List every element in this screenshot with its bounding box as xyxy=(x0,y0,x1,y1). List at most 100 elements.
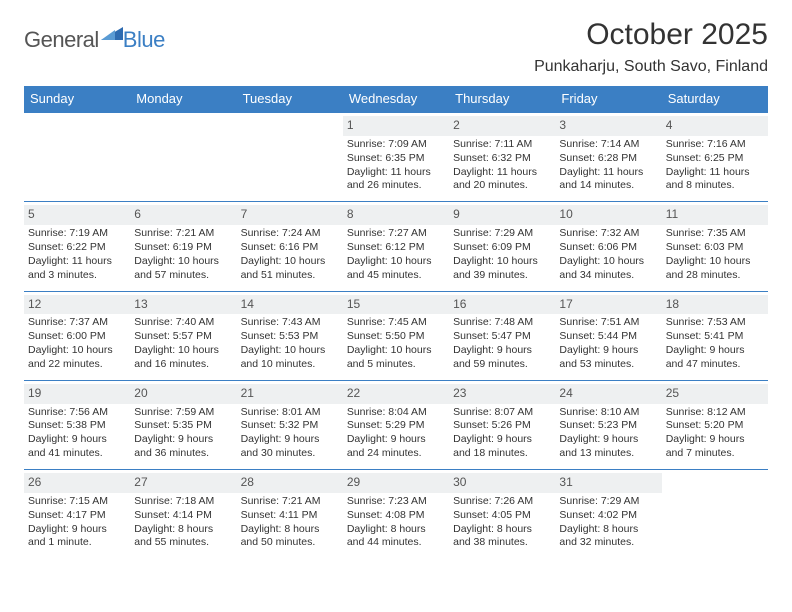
day-sun-info: Sunrise: 8:10 AMSunset: 5:23 PMDaylight:… xyxy=(559,406,657,461)
day-number: 1 xyxy=(343,116,449,136)
sunrise-line: Sunrise: 7:40 AM xyxy=(134,316,232,330)
calendar-day-cell: 28Sunrise: 7:21 AMSunset: 4:11 PMDayligh… xyxy=(237,470,343,559)
day-sun-info: Sunrise: 7:29 AMSunset: 4:02 PMDaylight:… xyxy=(559,495,657,550)
sunrise-line: Sunrise: 7:23 AM xyxy=(347,495,445,509)
day-sun-info: Sunrise: 7:14 AMSunset: 6:28 PMDaylight:… xyxy=(559,138,657,193)
sunrise-line: Sunrise: 7:27 AM xyxy=(347,227,445,241)
day-number: 20 xyxy=(130,384,236,404)
sunset-line: Sunset: 5:35 PM xyxy=(134,419,232,433)
sunrise-line: Sunrise: 7:37 AM xyxy=(28,316,126,330)
sunset-line: Sunset: 4:02 PM xyxy=(559,509,657,523)
sunrise-line: Sunrise: 7:32 AM xyxy=(559,227,657,241)
calendar-day-cell: 15Sunrise: 7:45 AMSunset: 5:50 PMDayligh… xyxy=(343,291,449,380)
day-number: 24 xyxy=(555,384,661,404)
calendar-day-cell: 21Sunrise: 8:01 AMSunset: 5:32 PMDayligh… xyxy=(237,380,343,469)
calendar-day-cell: 23Sunrise: 8:07 AMSunset: 5:26 PMDayligh… xyxy=(449,380,555,469)
day-sun-info: Sunrise: 7:27 AMSunset: 6:12 PMDaylight:… xyxy=(347,227,445,282)
calendar-day-cell: 4Sunrise: 7:16 AMSunset: 6:25 PMDaylight… xyxy=(662,112,768,202)
daylight-line: Daylight: 9 hours and 53 minutes. xyxy=(559,344,657,372)
calendar-day-cell: 7Sunrise: 7:24 AMSunset: 6:16 PMDaylight… xyxy=(237,202,343,291)
sunset-line: Sunset: 6:19 PM xyxy=(134,241,232,255)
day-number: 14 xyxy=(237,295,343,315)
calendar-day-cell: 24Sunrise: 8:10 AMSunset: 5:23 PMDayligh… xyxy=(555,380,661,469)
day-sun-info: Sunrise: 7:09 AMSunset: 6:35 PMDaylight:… xyxy=(347,138,445,193)
calendar-day-cell: 22Sunrise: 8:04 AMSunset: 5:29 PMDayligh… xyxy=(343,380,449,469)
logo-triangle-icon xyxy=(101,24,123,45)
sunset-line: Sunset: 4:14 PM xyxy=(134,509,232,523)
calendar-day-cell: 29Sunrise: 7:23 AMSunset: 4:08 PMDayligh… xyxy=(343,470,449,559)
sunset-line: Sunset: 5:32 PM xyxy=(241,419,339,433)
calendar-week-row: 12Sunrise: 7:37 AMSunset: 6:00 PMDayligh… xyxy=(24,291,768,380)
sunrise-line: Sunrise: 7:53 AM xyxy=(666,316,764,330)
daylight-line: Daylight: 11 hours and 26 minutes. xyxy=(347,166,445,194)
calendar-day-cell: 8Sunrise: 7:27 AMSunset: 6:12 PMDaylight… xyxy=(343,202,449,291)
day-sun-info: Sunrise: 7:18 AMSunset: 4:14 PMDaylight:… xyxy=(134,495,232,550)
sunrise-line: Sunrise: 7:11 AM xyxy=(453,138,551,152)
daylight-line: Daylight: 9 hours and 30 minutes. xyxy=(241,433,339,461)
sunset-line: Sunset: 4:17 PM xyxy=(28,509,126,523)
sunset-line: Sunset: 6:03 PM xyxy=(666,241,764,255)
day-number: 22 xyxy=(343,384,449,404)
weekday-header: Sunday xyxy=(24,86,130,112)
weekday-header: Saturday xyxy=(662,86,768,112)
daylight-line: Daylight: 8 hours and 50 minutes. xyxy=(241,523,339,551)
weekday-header: Wednesday xyxy=(343,86,449,112)
sunset-line: Sunset: 6:32 PM xyxy=(453,152,551,166)
sunrise-line: Sunrise: 7:26 AM xyxy=(453,495,551,509)
day-number: 26 xyxy=(24,473,130,493)
sunrise-line: Sunrise: 7:56 AM xyxy=(28,406,126,420)
day-sun-info: Sunrise: 8:01 AMSunset: 5:32 PMDaylight:… xyxy=(241,406,339,461)
calendar-day-cell xyxy=(130,112,236,202)
sunrise-line: Sunrise: 7:43 AM xyxy=(241,316,339,330)
day-number: 15 xyxy=(343,295,449,315)
day-number: 30 xyxy=(449,473,555,493)
daylight-line: Daylight: 10 hours and 5 minutes. xyxy=(347,344,445,372)
sunset-line: Sunset: 6:25 PM xyxy=(666,152,764,166)
calendar-day-cell: 10Sunrise: 7:32 AMSunset: 6:06 PMDayligh… xyxy=(555,202,661,291)
day-sun-info: Sunrise: 7:24 AMSunset: 6:16 PMDaylight:… xyxy=(241,227,339,282)
logo-text-blue: Blue xyxy=(123,27,165,53)
sunset-line: Sunset: 6:16 PM xyxy=(241,241,339,255)
calendar-week-row: 26Sunrise: 7:15 AMSunset: 4:17 PMDayligh… xyxy=(24,470,768,559)
calendar-day-cell: 26Sunrise: 7:15 AMSunset: 4:17 PMDayligh… xyxy=(24,470,130,559)
sunset-line: Sunset: 6:09 PM xyxy=(453,241,551,255)
sunset-line: Sunset: 5:44 PM xyxy=(559,330,657,344)
sunset-line: Sunset: 5:50 PM xyxy=(347,330,445,344)
day-number: 7 xyxy=(237,205,343,225)
sunrise-line: Sunrise: 8:12 AM xyxy=(666,406,764,420)
sunrise-line: Sunrise: 7:21 AM xyxy=(134,227,232,241)
daylight-line: Daylight: 10 hours and 10 minutes. xyxy=(241,344,339,372)
day-number: 21 xyxy=(237,384,343,404)
day-number: 6 xyxy=(130,205,236,225)
daylight-line: Daylight: 10 hours and 34 minutes. xyxy=(559,255,657,283)
daylight-line: Daylight: 9 hours and 24 minutes. xyxy=(347,433,445,461)
day-sun-info: Sunrise: 7:29 AMSunset: 6:09 PMDaylight:… xyxy=(453,227,551,282)
daylight-line: Daylight: 10 hours and 28 minutes. xyxy=(666,255,764,283)
sunset-line: Sunset: 6:28 PM xyxy=(559,152,657,166)
daylight-line: Daylight: 9 hours and 7 minutes. xyxy=(666,433,764,461)
sunset-line: Sunset: 5:29 PM xyxy=(347,419,445,433)
sunrise-line: Sunrise: 8:01 AM xyxy=(241,406,339,420)
weekday-header: Monday xyxy=(130,86,236,112)
sunrise-line: Sunrise: 7:21 AM xyxy=(241,495,339,509)
daylight-line: Daylight: 9 hours and 59 minutes. xyxy=(453,344,551,372)
sunrise-line: Sunrise: 8:07 AM xyxy=(453,406,551,420)
title-block: October 2025 Punkaharju, South Savo, Fin… xyxy=(534,18,768,82)
page-title: October 2025 xyxy=(534,18,768,52)
calendar-day-cell: 17Sunrise: 7:51 AMSunset: 5:44 PMDayligh… xyxy=(555,291,661,380)
day-number: 2 xyxy=(449,116,555,136)
sunrise-line: Sunrise: 7:29 AM xyxy=(453,227,551,241)
daylight-line: Daylight: 8 hours and 32 minutes. xyxy=(559,523,657,551)
day-number: 3 xyxy=(555,116,661,136)
location-subtitle: Punkaharju, South Savo, Finland xyxy=(534,58,768,76)
day-sun-info: Sunrise: 7:32 AMSunset: 6:06 PMDaylight:… xyxy=(559,227,657,282)
day-number: 27 xyxy=(130,473,236,493)
sunset-line: Sunset: 5:23 PM xyxy=(559,419,657,433)
calendar-day-cell: 5Sunrise: 7:19 AMSunset: 6:22 PMDaylight… xyxy=(24,202,130,291)
day-number: 8 xyxy=(343,205,449,225)
sunset-line: Sunset: 4:05 PM xyxy=(453,509,551,523)
sunrise-line: Sunrise: 7:14 AM xyxy=(559,138,657,152)
sunrise-line: Sunrise: 7:29 AM xyxy=(559,495,657,509)
weekday-header: Friday xyxy=(555,86,661,112)
day-sun-info: Sunrise: 7:59 AMSunset: 5:35 PMDaylight:… xyxy=(134,406,232,461)
